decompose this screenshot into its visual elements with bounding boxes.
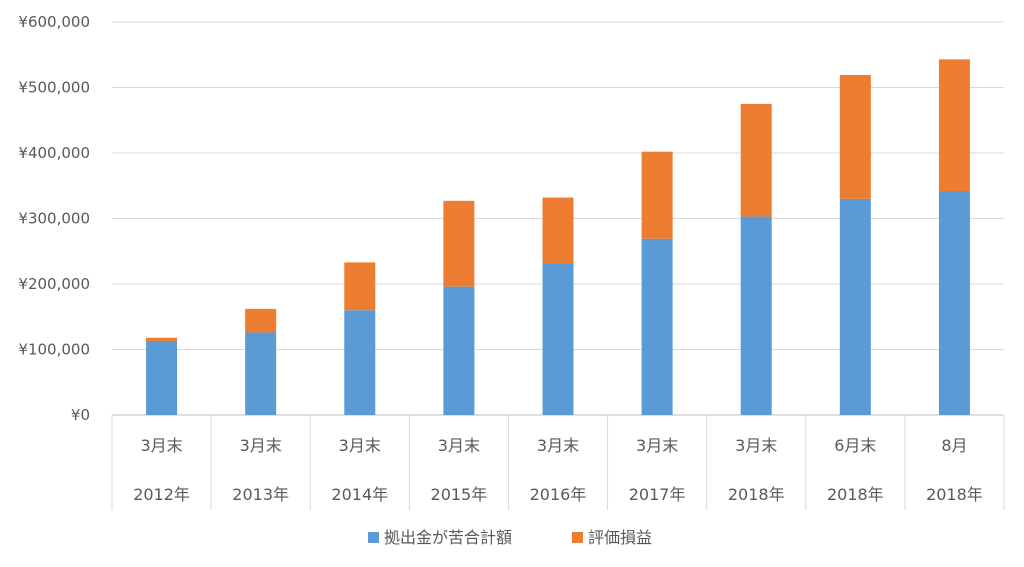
x-axis: 3月末 2012年 3月末 2013年 3月末 2014年 3月末 2015年 3月末 2016年… [111,415,1005,510]
x-tick-label-period: 3月末 [537,436,579,455]
bar-segment-contribution [641,238,673,415]
y-tick-label: ¥100,000 [18,341,90,359]
x-tick-label-year: 2012年 [133,485,190,504]
y-tick-label: ¥400,000 [18,144,90,162]
legend-label-valuation: 評価損益 [588,528,652,547]
bar-segment-valuation [740,103,772,217]
y-tick-label: ¥300,000 [18,210,90,228]
x-tick-label-year: 2015年 [431,485,488,504]
x-tick-label-year: 2013年 [232,485,289,504]
y-axis: ¥0 ¥100,000 ¥200,000 ¥300,000 ¥400,000 ¥500,0… [18,13,90,424]
bar-segment-contribution [740,216,772,415]
x-tick-label-period: 3月末 [240,436,282,455]
y-tick-label: ¥600,000 [18,13,90,31]
y-tick-label: ¥0 [71,406,90,424]
bar-segment-valuation [443,200,475,287]
x-tick-label-period: 3月末 [438,436,480,455]
legend-label-contribution: 拠出金が苦合計額 [384,528,512,547]
x-tick-label-year: 2014年 [331,485,388,504]
x-tick-label-period: 3月末 [339,436,381,455]
x-tick-label-period: 8月 [941,436,967,455]
bar-segment-valuation [146,337,178,341]
x-tick-label-year: 2017年 [629,485,686,504]
bar-segment-contribution [938,190,970,415]
y-tick-label: ¥200,000 [18,275,90,293]
x-tick-label-period: 3月末 [636,436,678,455]
x-tick-label-period: 3月末 [140,436,182,455]
legend-swatch-valuation [572,532,583,543]
legend: 拠出金が苦合計額 評価損益 [368,528,652,547]
x-tick-label-period: 3月末 [735,436,777,455]
x-tick-label-year: 2018年 [728,485,785,504]
bar-segment-valuation [245,308,277,333]
bar-segment-contribution [443,286,475,415]
bar-segment-valuation [344,262,376,311]
legend-swatch-contribution [368,532,379,543]
bar-segment-contribution [146,340,178,415]
x-tick-label-year: 2018年 [926,485,983,504]
bar-segment-contribution [344,310,376,415]
bar-segment-contribution [839,198,871,415]
x-tick-label-period: 6月末 [834,436,876,455]
y-tick-label: ¥500,000 [18,79,90,97]
bar-segment-valuation [542,197,574,264]
bar-segment-valuation [938,59,970,191]
bar-segment-valuation [839,75,871,199]
bar-segment-contribution [542,263,574,415]
x-tick-label-year: 2018年 [827,485,884,504]
bars [146,59,970,415]
x-tick-label-year: 2016年 [530,485,587,504]
bar-segment-valuation [641,151,673,239]
bar-segment-contribution [245,332,277,415]
